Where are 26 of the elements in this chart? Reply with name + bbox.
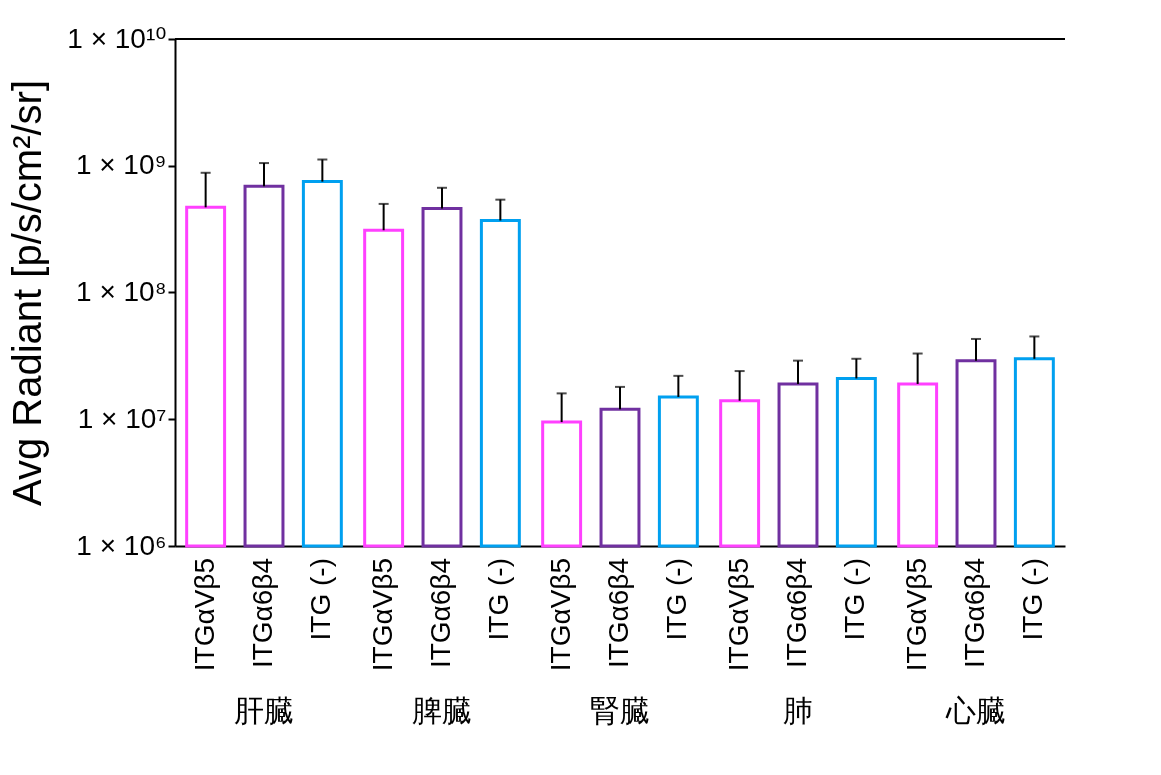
- y-tick-label: 1 × 10⁸: [76, 276, 167, 307]
- x-tick-label: 心臓: [945, 693, 1006, 727]
- text: ITGα6β4: [247, 558, 278, 669]
- text: ITGαVβ5: [722, 558, 754, 672]
- text: ITG (-): [661, 558, 693, 641]
- text: ITG (-): [839, 558, 871, 641]
- text: ITG (-): [1017, 558, 1049, 641]
- x-tick-label: 腎臓: [590, 693, 650, 727]
- y-tick-label: 1 × 10⁷: [77, 402, 167, 434]
- text: ITGαVβ5: [366, 558, 398, 672]
- text: ITGαVβ5: [188, 558, 220, 672]
- x-tick-label: 肺: [783, 693, 813, 727]
- text: ITG (-): [483, 558, 515, 641]
- text: ITGαVβ5: [900, 558, 932, 672]
- text: ITGα6β4: [603, 558, 634, 669]
- y-axis-title: Avg Radiant [p/s/cm²/sr]: [5, 79, 50, 507]
- text: ITGα6β4: [425, 558, 456, 669]
- text: ITGα6β4: [781, 558, 812, 669]
- y-tick-label: 1 × 10⁹: [75, 149, 167, 181]
- text: ITGαVβ5: [544, 558, 576, 672]
- y-tick-label: 1 × 10⁶: [76, 529, 167, 561]
- text: ITG (-): [305, 558, 337, 641]
- x-tick-label: 肝臓: [234, 693, 294, 727]
- y-tick-label: 1 × 10¹⁰: [67, 22, 167, 54]
- x-tick-label: 脾臓: [412, 693, 472, 727]
- text: ITGα6β4: [959, 558, 990, 669]
